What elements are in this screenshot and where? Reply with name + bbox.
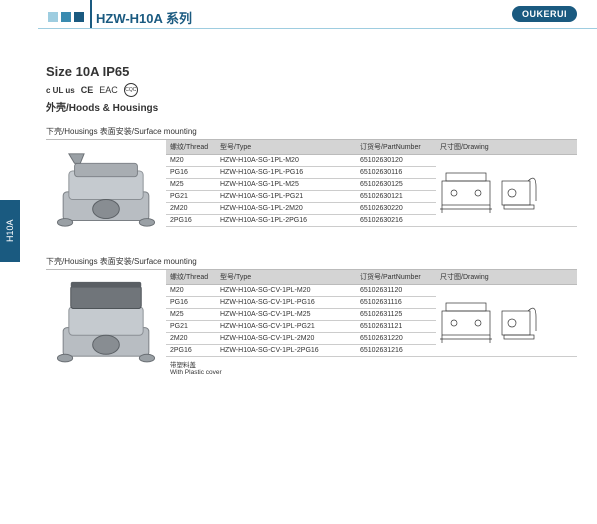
cell-type: HZW-H10A-SG-1PL-2M20: [216, 203, 356, 215]
cell-thread: PG21: [166, 321, 216, 333]
table-row: M20HZW-H10A-SG-1PL-M2065102630120: [166, 155, 577, 167]
spec-table: 螺纹/Thread型号/Type订货号/PartNumber尺寸图/Drawin…: [166, 140, 577, 227]
cell-part: 65102631120: [356, 285, 436, 297]
cell-type: HZW-H10A-SG-CV-1PL-PG16: [216, 297, 356, 309]
product-illustration: [46, 140, 166, 240]
product-illustration: [46, 270, 166, 370]
size-title: Size 10A IP65: [46, 64, 577, 79]
cell-part: 65102631220: [356, 333, 436, 345]
cell-type: HZW-H10A-SG-1PL-M20: [216, 155, 356, 167]
spec-table-wrap: 螺纹/Thread型号/Type订货号/PartNumber尺寸图/Drawin…: [166, 270, 577, 378]
column-header-thread: 螺纹/Thread: [166, 270, 216, 285]
cell-type: HZW-H10A-SG-1PL-2PG16: [216, 215, 356, 227]
cell-type: HZW-H10A-SG-CV-1PL-2PG16: [216, 345, 356, 357]
cell-part: 65102630121: [356, 191, 436, 203]
spec-section: 下壳/Housings 表面安装/Surface mounting螺纹/Thre…: [46, 256, 577, 378]
section-body: 螺纹/Thread型号/Type订货号/PartNumber尺寸图/Drawin…: [46, 270, 577, 378]
content-area: Size 10A IP65 c UL us CE EAC CQC 外壳/Hood…: [0, 34, 597, 378]
cell-type: HZW-H10A-SG-CV-1PL-M20: [216, 285, 356, 297]
cell-type: HZW-H10A-SG-CV-1PL-PG21: [216, 321, 356, 333]
page-title: HZW-H10A 系列: [96, 8, 192, 27]
ornament-square: [61, 12, 71, 22]
cell-thread: M25: [166, 179, 216, 191]
spec-table: 螺纹/Thread型号/Type订货号/PartNumber尺寸图/Drawin…: [166, 270, 577, 357]
spec-table-wrap: 螺纹/Thread型号/Type订货号/PartNumber尺寸图/Drawin…: [166, 140, 577, 240]
section-heading: 下壳/Housings 表面安装/Surface mounting: [46, 256, 577, 270]
ornament-square: [74, 12, 84, 22]
cert-mark: c UL us: [46, 86, 75, 95]
section-heading: 下壳/Housings 表面安装/Surface mounting: [46, 126, 577, 140]
brand-badge: OUKERUI: [512, 6, 577, 22]
section-body: 螺纹/Thread型号/Type订货号/PartNumber尺寸图/Drawin…: [46, 140, 577, 240]
header-ornament: [48, 12, 84, 22]
cell-thread: 2PG16: [166, 345, 216, 357]
spec-section: 下壳/Housings 表面安装/Surface mounting螺纹/Thre…: [46, 126, 577, 240]
column-header-type: 型号/Type: [216, 140, 356, 155]
cell-part: 65102630116: [356, 167, 436, 179]
cell-thread: PG16: [166, 297, 216, 309]
cert-mark: EAC: [99, 85, 118, 95]
header-divider: [90, 0, 92, 28]
cell-part: 65102630220: [356, 203, 436, 215]
cell-part: 65102630125: [356, 179, 436, 191]
cell-type: HZW-H10A-SG-1PL-PG21: [216, 191, 356, 203]
cell-part: 65102630120: [356, 155, 436, 167]
cell-type: HZW-H10A-SG-CV-1PL-M25: [216, 309, 356, 321]
cell-part: 65102630216: [356, 215, 436, 227]
cell-thread: PG16: [166, 167, 216, 179]
cell-thread: 2M20: [166, 333, 216, 345]
header-rule: [38, 28, 597, 29]
column-header-type: 型号/Type: [216, 270, 356, 285]
cert-mark: CE: [81, 85, 94, 95]
section-subtitle: 外壳/Hoods & Housings: [46, 99, 577, 114]
cell-part: 65102631216: [356, 345, 436, 357]
drawing-cell: [436, 285, 577, 357]
cert-row: c UL us CE EAC CQC: [46, 83, 577, 97]
cell-type: HZW-H10A-SG-CV-1PL-2M20: [216, 333, 356, 345]
cell-thread: M25: [166, 309, 216, 321]
cell-type: HZW-H10A-SG-1PL-M25: [216, 179, 356, 191]
cell-thread: PG21: [166, 191, 216, 203]
ornament-square: [48, 12, 58, 22]
side-tab: H10A: [0, 200, 20, 262]
cell-part: 65102631125: [356, 309, 436, 321]
cell-thread: M20: [166, 285, 216, 297]
column-header-part: 订货号/PartNumber: [356, 140, 436, 155]
cell-part: 65102631121: [356, 321, 436, 333]
cell-type: HZW-H10A-SG-1PL-PG16: [216, 167, 356, 179]
column-header-thread: 螺纹/Thread: [166, 140, 216, 155]
page-header: HZW-H10A 系列 OUKERUI: [0, 0, 597, 34]
cell-part: 65102631116: [356, 297, 436, 309]
column-header-part: 订货号/PartNumber: [356, 270, 436, 285]
table-row: M20HZW-H10A-SG-CV-1PL-M2065102631120: [166, 285, 577, 297]
cert-mark: CQC: [124, 83, 138, 97]
table-footnote: 带塑料盖 With Plastic cover: [166, 357, 577, 378]
cell-thread: 2PG16: [166, 215, 216, 227]
drawing-cell: [436, 155, 577, 227]
cell-thread: 2M20: [166, 203, 216, 215]
cell-thread: M20: [166, 155, 216, 167]
